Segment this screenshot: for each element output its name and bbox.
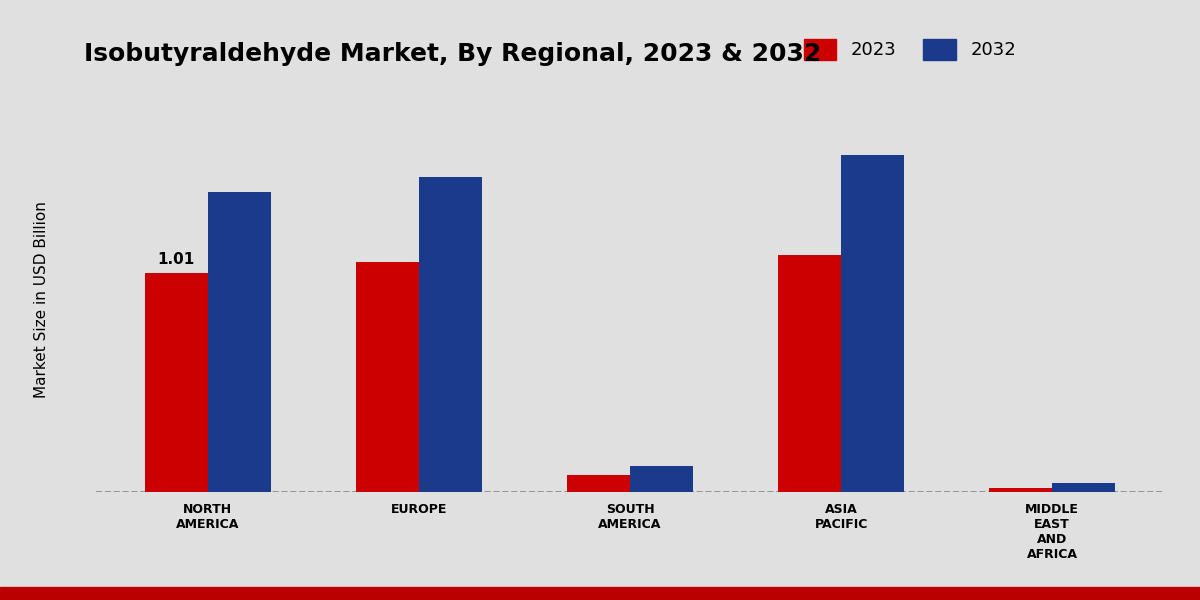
Bar — [841, 155, 905, 492]
Bar — [630, 466, 694, 492]
Bar — [144, 272, 208, 492]
Text: Market Size in USD Billion: Market Size in USD Billion — [35, 202, 49, 398]
Bar — [208, 192, 271, 492]
Bar — [419, 177, 482, 492]
Bar — [989, 488, 1052, 492]
Text: Isobutyraldehyde Market, By Regional, 2023 & 2032: Isobutyraldehyde Market, By Regional, 20… — [84, 42, 821, 66]
Text: 1.01: 1.01 — [157, 252, 194, 267]
Bar — [355, 262, 419, 492]
Legend: 2023, 2032: 2023, 2032 — [804, 39, 1016, 59]
Bar — [566, 475, 630, 492]
Bar — [1052, 484, 1116, 492]
Bar — [778, 255, 841, 492]
